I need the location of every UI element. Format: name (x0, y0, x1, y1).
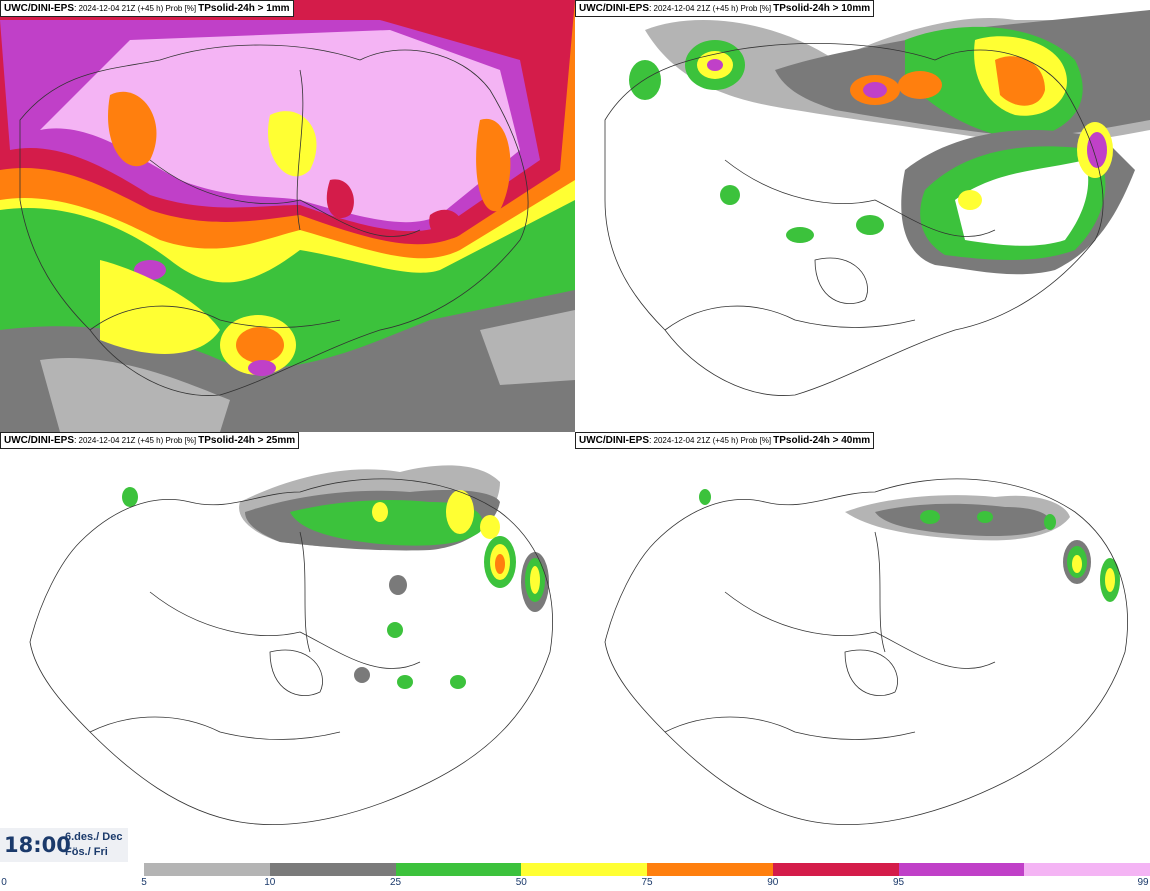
model-name: UWC/DINI-EPS (4, 435, 74, 446)
colorbar-tick-label: 95 (892, 877, 905, 888)
colorbar-segment (395, 863, 522, 876)
probability-map-25mm (29, 465, 553, 825)
threshold-label: TPsolid-24h > 1mm (198, 3, 290, 14)
run-info: 2024-12-04 21Z (+45 h) Prob [%] (653, 4, 772, 13)
threshold-label: TPsolid-24h > 40mm (773, 435, 871, 446)
colorbar-tick-label: 10 (264, 877, 276, 888)
threshold-label: TPsolid-24h > 10mm (773, 3, 871, 14)
map-panel-25mm: UWC/DINI-EPS: 2024-12-04 21Z (+45 h) Prob… (0, 432, 575, 864)
colorbar-tick-label: 25 (389, 877, 402, 888)
panel-title: UWC/DINI-EPS: 2024-12-04 21Z (+45 h) Prob… (575, 0, 875, 17)
model-name: UWC/DINI-EPS (4, 3, 74, 14)
colorbar-segment (898, 863, 1025, 876)
run-info: 2024-12-04 21Z (+45 h) Prob [%] (78, 4, 197, 13)
panel-title: UWC/DINI-EPS: 2024-12-04 21Z (+45 h) Prob… (0, 0, 294, 17)
valid-weekday: Fös./ Fri (65, 846, 108, 858)
map-panel-1mm: UWC/DINI-EPS: 2024-12-04 21Z (+45 h) Prob… (0, 0, 575, 432)
colorbar-segment (521, 863, 647, 876)
valid-time-box: 18:00 6.des./ Dec Fös./ Fri (0, 828, 128, 862)
run-info: 2024-12-04 21Z (+45 h) Prob [%] (653, 436, 772, 445)
threshold-label: TPsolid-24h > 25mm (198, 435, 296, 446)
valid-time: 18:00 (4, 833, 71, 857)
probability-map-10mm (604, 10, 1150, 396)
panel-title: UWC/DINI-EPS: 2024-12-04 21Z (+45 h) Prob… (575, 432, 875, 449)
colorbar-tick-label: 99 (1137, 877, 1149, 888)
colorbar-tick-label: 50 (515, 877, 527, 888)
colorbar-segment (772, 863, 899, 876)
map-panel-40mm: UWC/DINI-EPS: 2024-12-04 21Z (+45 h) Prob… (575, 432, 1150, 864)
colorbar-segment (647, 863, 773, 876)
panel-title: UWC/DINI-EPS: 2024-12-04 21Z (+45 h) Prob… (0, 432, 300, 449)
colorbar-segment (269, 863, 396, 876)
model-name: UWC/DINI-EPS (579, 435, 649, 446)
colorbar-tick-label: 75 (641, 877, 653, 888)
probability-map-40mm (604, 478, 1128, 825)
colorbar-tick-label: 0 (1, 877, 7, 888)
colorbar-segment (144, 863, 270, 876)
valid-date: 6.des./ Dec (65, 831, 123, 843)
colorbar-segment (1024, 863, 1150, 876)
probability-colorbar (144, 863, 1150, 876)
map-panel-10mm: UWC/DINI-EPS: 2024-12-04 21Z (+45 h) Prob… (575, 0, 1150, 432)
run-info: 2024-12-04 21Z (+45 h) Prob [%] (78, 436, 197, 445)
probability-map-1mm (0, 0, 575, 432)
colorbar-tick-label: 90 (767, 877, 779, 888)
model-name: UWC/DINI-EPS (579, 3, 649, 14)
colorbar-tick-label: 5 (141, 877, 147, 888)
